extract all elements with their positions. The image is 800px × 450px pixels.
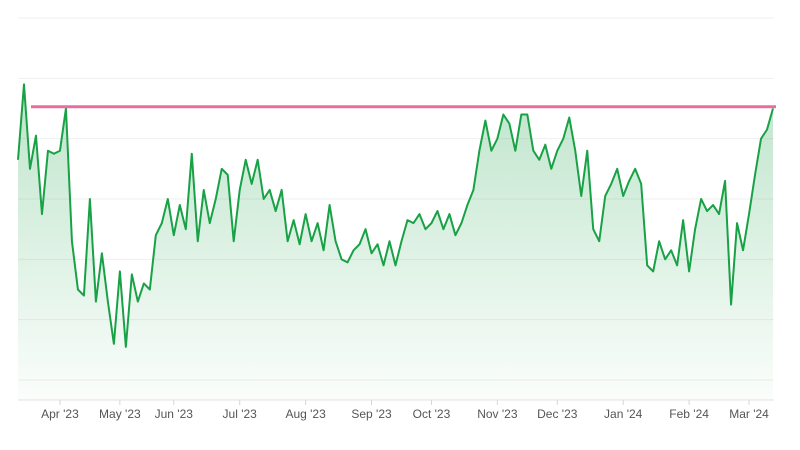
area-fill	[18, 84, 773, 401]
x-tick-label: Nov '23	[477, 407, 518, 421]
line	[17, 83, 774, 348]
x-tick-label: May '23	[99, 407, 141, 421]
x-tick-label: Jun '23	[155, 407, 194, 421]
x-tick-label: Sep '23	[351, 407, 392, 421]
x-tick-label: Aug '23	[285, 407, 326, 421]
x-tick-label: Jul '23	[223, 407, 258, 421]
x-tick-label: Jan '24	[604, 407, 643, 421]
x-tick-label: Oct '23	[413, 407, 451, 421]
x-tick-label: Dec '23	[537, 407, 578, 421]
x-tick-label: Feb '24	[669, 407, 709, 421]
x-tick-label: Apr '23	[41, 407, 79, 421]
x-tick-label: Mar '24	[729, 407, 769, 421]
